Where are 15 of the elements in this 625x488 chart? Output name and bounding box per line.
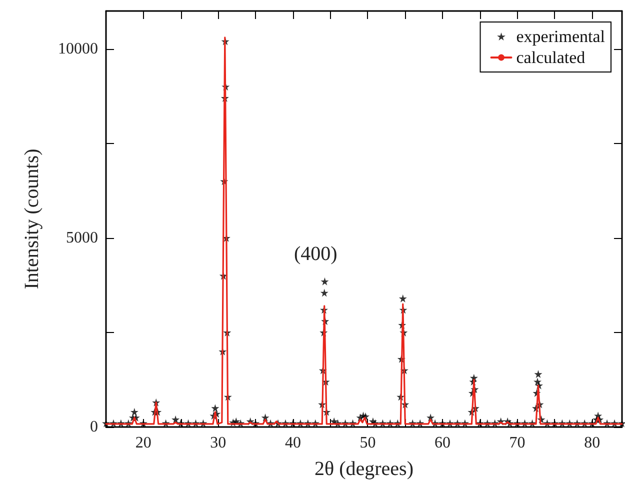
- y-tick-label: 0: [90, 418, 98, 436]
- x-tick-label: 70: [509, 434, 526, 452]
- y-axis-title: Intensity (counts): [21, 148, 43, 290]
- x-tick-label: 80: [584, 434, 600, 452]
- x-tick-label: 30: [210, 434, 226, 452]
- y-tick-label: 5000: [66, 229, 98, 246]
- legend-label: experimental: [516, 27, 606, 46]
- x-axis-title: 2θ (degrees): [314, 458, 414, 480]
- x-tick-label: 20: [135, 434, 152, 452]
- legend-label: calculated: [516, 48, 586, 67]
- annotation: (400): [294, 243, 338, 265]
- x-tick-label: 50: [360, 434, 376, 452]
- x-tick-label: 60: [434, 434, 451, 452]
- x-tick-label: 40: [284, 434, 301, 452]
- y-tick-label: 10000: [58, 40, 98, 58]
